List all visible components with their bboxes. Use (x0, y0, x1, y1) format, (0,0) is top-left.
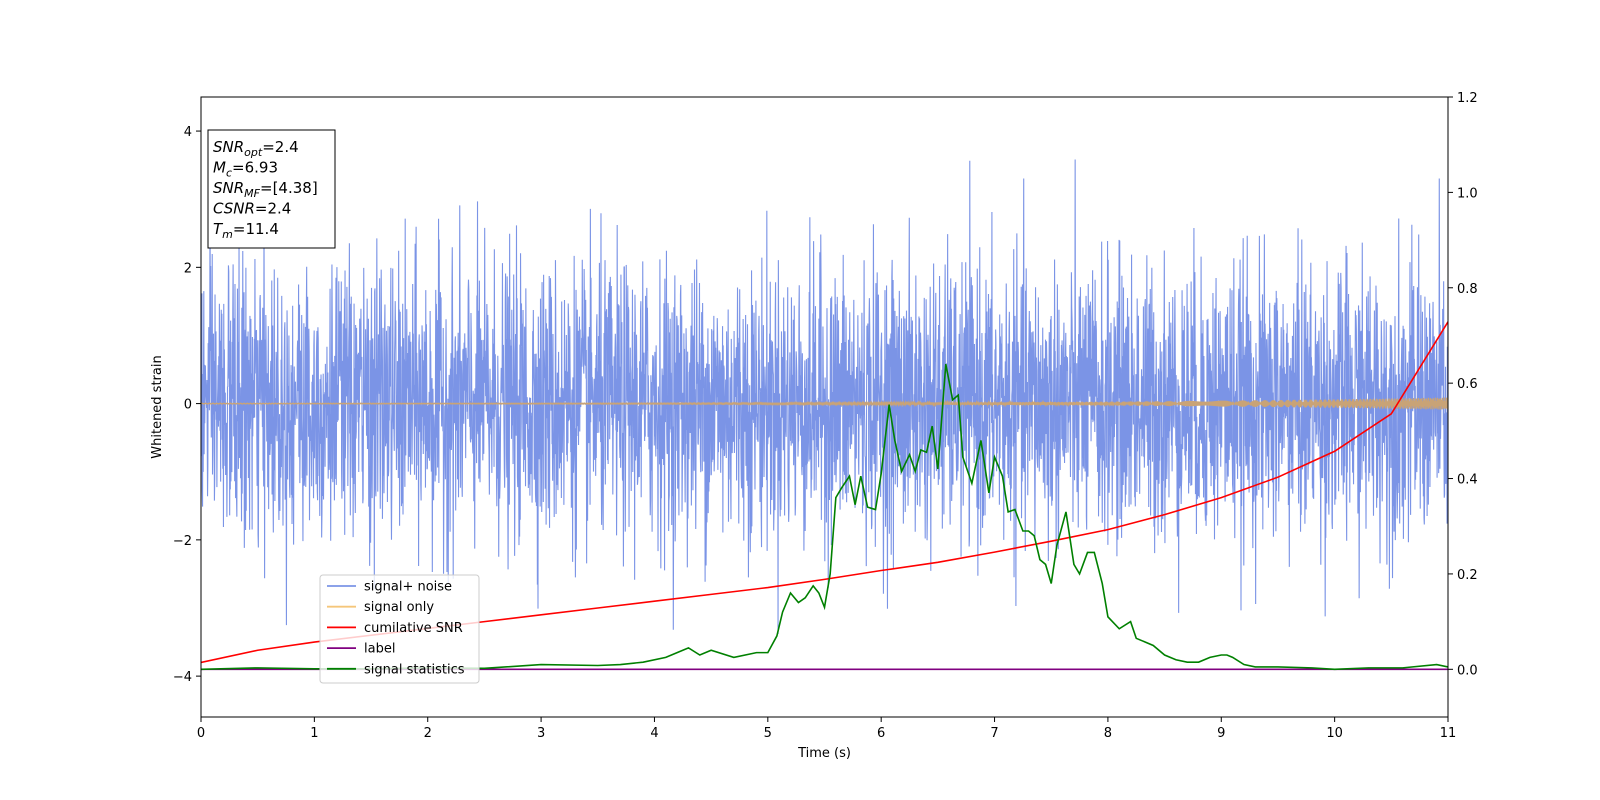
legend-entry: signal only (364, 600, 434, 615)
x-tick-label: 4 (650, 726, 658, 741)
x-tick-label: 2 (424, 726, 432, 741)
y-tick-label: −4 (173, 670, 192, 685)
x-tick-label: 5 (764, 726, 772, 741)
info-box-frame (207, 129, 336, 249)
y-tick-label: 0 (184, 398, 192, 413)
x-tick-label: 11 (1440, 726, 1457, 741)
y2-tick-label: 0.6 (1457, 377, 1478, 392)
legend-frame (319, 574, 480, 684)
x-tick-label: 1 (310, 726, 318, 741)
info-box-line: SNRMF=[4.38] (213, 179, 318, 200)
info-box-line: Mc=6.93 (213, 159, 278, 180)
axes-layer: 0 1 2 3 4 5 6 7 8 9 10 11 −4 −2 0 2 4 0.0 0.2 0.4 0.6 0.8 1.0 1… (173, 91, 1478, 741)
y2-tick-label: 0.2 (1457, 568, 1478, 583)
y2-tick-label: 1.0 (1457, 186, 1478, 201)
info-box-line: SNRopt=2.4 (213, 138, 299, 159)
legend-entry: label (364, 642, 395, 657)
series-signal-only-line (201, 397, 1448, 410)
plot-frame (200, 96, 1449, 718)
y2-tick-label: 0.0 (1457, 663, 1478, 678)
x-tick-label: 0 (197, 726, 205, 741)
x-tick-label: 7 (990, 726, 998, 741)
legend: signal+ noise signal only cumilative SNR la… (319, 574, 480, 684)
x-tick-label: 10 (1326, 726, 1343, 741)
y-axis-label: Whitened strain (150, 355, 165, 458)
y2-tick-label: 0.4 (1457, 473, 1478, 488)
y2-tick-label: 0.8 (1457, 282, 1478, 297)
legend-entry: signal+ noise (364, 580, 452, 595)
y2-tick-label: 1.2 (1457, 91, 1478, 106)
y-tick-label: −2 (173, 534, 192, 549)
x-axis-label: Time (s) (797, 746, 851, 761)
x-tick-label: 6 (877, 726, 885, 741)
y-tick-label: 4 (184, 125, 192, 140)
y-tick-label: 2 (184, 261, 192, 276)
x-tick-label: 8 (1104, 726, 1112, 741)
legend-entry: cumilative SNR (364, 621, 463, 636)
series-signal-noise-line (201, 159, 1448, 635)
info-box-line: Tm=11.4 (213, 220, 279, 241)
info-box-line: CSNR=2.4 (213, 200, 291, 218)
series-signal-statistics-line (201, 363, 1448, 671)
x-tick-label: 9 (1217, 726, 1225, 741)
x-tick-label: 3 (537, 726, 545, 741)
legend-entry: signal statistics (364, 662, 465, 677)
